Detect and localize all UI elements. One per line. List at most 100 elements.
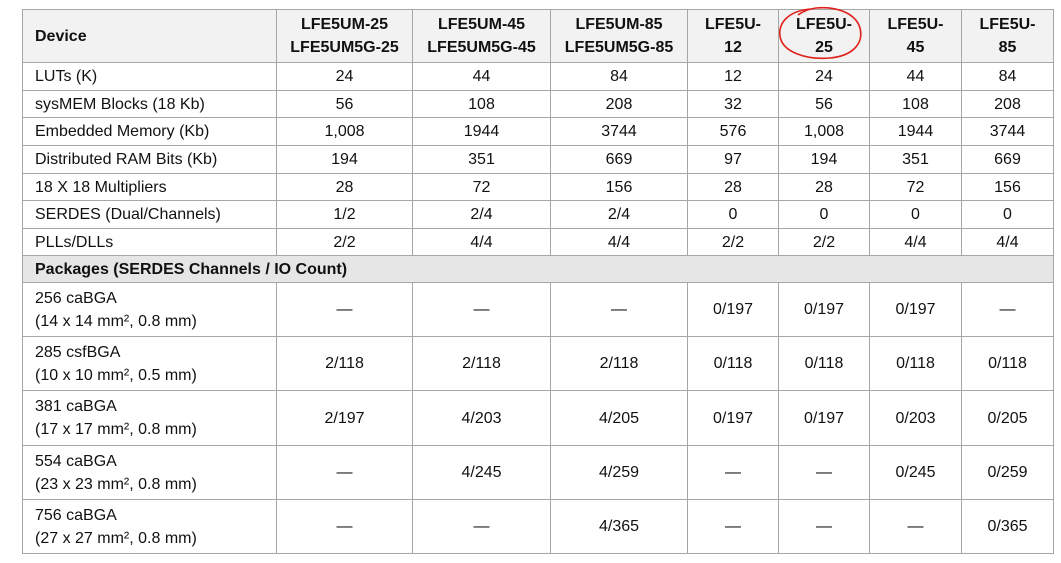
section-title: Packages (SERDES Channels / IO Count) (22, 255, 1054, 283)
cell: 0/197 (778, 282, 870, 337)
cell: 0/203 (869, 390, 962, 446)
cell: — (550, 282, 688, 337)
header-text: 45 (906, 39, 925, 56)
package-label: 756 caBGA (27 x 27 mm², 0.8 mm) (22, 499, 277, 554)
cell: 1,008 (276, 117, 413, 146)
cell: 1944 (412, 117, 551, 146)
cell: 2/118 (412, 336, 551, 391)
cell: 669 (550, 145, 688, 174)
cell: 0/118 (869, 336, 962, 391)
package-row: 554 caBGA (23 x 23 mm², 0.8 mm) —4/245 4/25… (22, 445, 1054, 500)
cell: 0 (869, 200, 962, 229)
cell: 0 (687, 200, 779, 229)
cell: 0/205 (961, 390, 1054, 446)
cell: 4/4 (550, 228, 688, 256)
cell: 4/245 (412, 445, 551, 500)
header-text: Device (35, 27, 87, 45)
cell: 156 (961, 173, 1054, 201)
table-body: Device LFE5UM-25 LFE5UM5G-25 LFE5UM-45 LFE5U… (22, 9, 1054, 554)
cell: 351 (869, 145, 962, 174)
header-text: LFE5U- (796, 16, 852, 33)
header-text: 12 (724, 39, 742, 56)
spec-row: LUTs (K) 24 44 84 12 24 44 84 (22, 62, 1054, 91)
cell: 0 (961, 200, 1054, 229)
header-cell: Device (22, 9, 277, 63)
cell: 1/2 (276, 200, 413, 229)
cell: 72 (869, 173, 962, 201)
cell: 0/259 (961, 445, 1054, 500)
header-cell: LFE5UM-45 LFE5UM5G-45 (412, 9, 551, 63)
cell: 0 (778, 200, 870, 229)
cell: — (412, 499, 551, 554)
cell: 194 (778, 145, 870, 174)
cell: 97 (687, 145, 779, 174)
cell: 2/2 (276, 228, 413, 256)
row-label: Distributed RAM Bits (Kb) (22, 145, 277, 174)
spec-row: sysMEM Blocks (18 Kb) 56 108 208 32 56 108 208 (22, 90, 1054, 118)
cell: 56 (778, 90, 870, 118)
cell: 56 (276, 90, 413, 118)
cell: 4/4 (412, 228, 551, 256)
row-label: 18 X 18 Multipliers (22, 173, 277, 201)
header-text: LFE5UM-85 (575, 16, 663, 33)
cell: — (276, 445, 413, 500)
cell: 2/118 (276, 336, 413, 391)
header-text: LFE5U- (705, 16, 761, 33)
spec-row: SERDES (Dual/Channels) 1/2 2/4 2/4 0 0 0 0 (22, 200, 1054, 229)
cell: — (687, 499, 779, 554)
cell: — (412, 282, 551, 337)
cell: 44 (869, 62, 962, 91)
cell: 0/118 (778, 336, 870, 391)
cell: 351 (412, 145, 551, 174)
row-label: LUTs (K) (22, 62, 277, 91)
package-size: (27 x 27 mm², 0.8 mm) (35, 529, 197, 547)
cell: 0/197 (778, 390, 870, 446)
header-text: LFE5UM5G-85 (564, 39, 674, 56)
cell: 72 (412, 173, 551, 201)
cell: 32 (687, 90, 779, 118)
header-text: LFE5U- (979, 16, 1036, 33)
cell: 0/245 (869, 445, 962, 500)
cell: 28 (778, 173, 870, 201)
package-name: 256 caBGA (35, 289, 117, 307)
cell: — (869, 499, 962, 554)
cell: 24 (276, 62, 413, 91)
package-name: 381 caBGA (35, 398, 117, 415)
cell: 3744 (550, 117, 688, 146)
header-text: 25 (815, 39, 833, 56)
header-row: Device LFE5UM-25 LFE5UM5G-25 LFE5UM-45 LFE5U… (22, 9, 1054, 63)
package-row: 381 caBGA (17 x 17 mm², 0.8 mm) 2/197 4/203… (22, 390, 1054, 446)
header-cell: LFE5U- 85 (961, 9, 1054, 63)
cell: 4/4 (869, 228, 962, 256)
cell: 2/197 (276, 390, 413, 446)
header-cell: LFE5U- 25 (778, 9, 870, 63)
package-size: (17 x 17 mm², 0.8 mm) (35, 421, 197, 438)
row-label: Embedded Memory (Kb) (22, 117, 277, 146)
header-text: LFE5UM-45 (437, 16, 526, 33)
header-cell: LFE5U- 12 (687, 9, 779, 63)
cell: 4/259 (550, 445, 688, 500)
package-row: 756 caBGA (27 x 27 mm², 0.8 mm) — —4/365— — —… (22, 499, 1054, 554)
cell: 84 (961, 62, 1054, 91)
cell: — (276, 499, 413, 554)
cell: 0/118 (961, 336, 1054, 391)
cell: 4/205 (550, 390, 688, 446)
package-name: 554 caBGA (35, 452, 117, 470)
cell: — (687, 445, 779, 500)
cell: 208 (550, 90, 688, 118)
package-label: 554 caBGA (23 x 23 mm², 0.8 mm) (22, 445, 277, 500)
cell: 108 (869, 90, 962, 118)
spec-table: Device LFE5UM-25 LFE5UM5G-25 LFE5UM-45 LFE5U… (22, 9, 1054, 554)
spec-row: 18 X 18 Multipliers 28 72 156 28 28 72 156 (22, 173, 1054, 201)
cell: 24 (778, 62, 870, 91)
package-label: 381 caBGA (17 x 17 mm², 0.8 mm) (22, 390, 277, 446)
row-label: SERDES (Dual/Channels) (22, 200, 277, 229)
cell: 28 (687, 173, 779, 201)
header-text: LFE5UM5G-45 (427, 39, 536, 56)
cell: 669 (961, 145, 1054, 174)
cell: 576 (687, 117, 779, 146)
cell: 0/197 (687, 282, 779, 337)
header-text: 85 (998, 39, 1017, 56)
cell: 2/4 (412, 200, 551, 229)
